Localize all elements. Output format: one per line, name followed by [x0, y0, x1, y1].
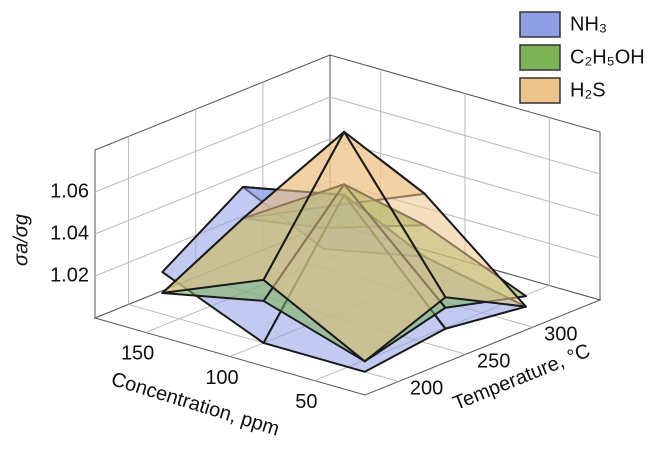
x-tick-label: 50: [295, 391, 317, 413]
grid-line: [94, 96, 331, 193]
x-tick-label: 100: [205, 367, 238, 389]
z-tick-label: 1.06: [50, 180, 89, 202]
z-tick-label: 1.02: [50, 264, 89, 286]
legend-label: C₂H₅OH: [570, 46, 645, 68]
z-axis-label: σa/σg: [10, 214, 32, 266]
legend-swatch: [519, 11, 561, 38]
x-axis-label: Concentration, ppm: [109, 368, 282, 440]
y-tick-label: 200: [410, 378, 443, 400]
y-tick-label: 300: [544, 323, 577, 345]
legend-swatch: [519, 77, 561, 104]
surface-patch: [262, 130, 447, 363]
legend-label: H₂S: [570, 79, 606, 101]
grid-line: [94, 138, 331, 235]
x-tick-label: 150: [121, 343, 154, 365]
y-tick-label: 250: [477, 351, 510, 373]
z-tick-label: 1.04: [50, 222, 89, 244]
legend-label: NH₃: [570, 13, 607, 35]
legend-swatch: [519, 44, 561, 71]
